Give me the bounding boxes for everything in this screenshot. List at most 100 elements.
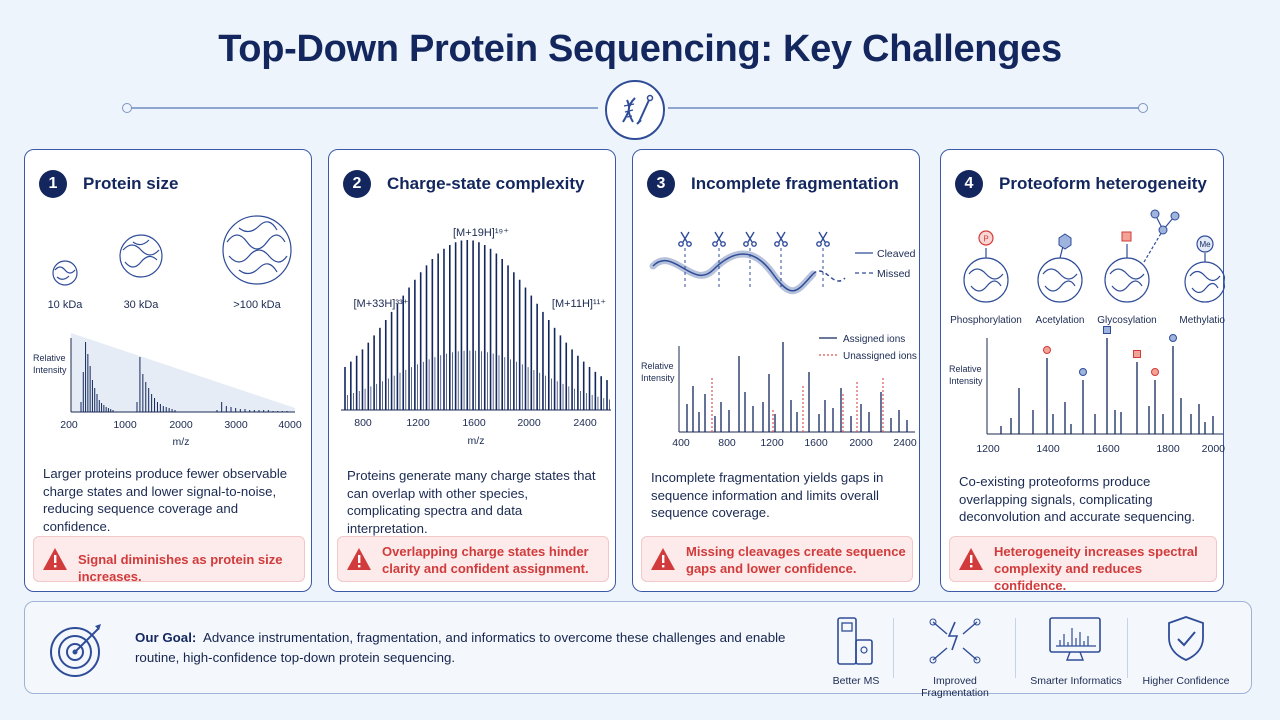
x-tick-labels: 400 800 1200 1600 2000 2400 — [672, 437, 917, 449]
warning-icon — [651, 548, 675, 570]
scissors-icon — [678, 231, 830, 247]
x-tick-label: 400 — [672, 437, 690, 449]
legend-unassigned: Unassigned ions — [843, 351, 917, 362]
x-tick-label: 1800 — [1156, 443, 1180, 455]
x-axis-label: m/z — [468, 435, 485, 447]
signal-decay-band — [71, 333, 295, 412]
x-tick-label: 1200 — [976, 443, 1000, 455]
goal-label: Our Goal: — [135, 630, 197, 645]
x-axis-label: m/z — [173, 436, 190, 448]
goal-banner: Our Goal: Advance instrumentation, fragm… — [24, 601, 1252, 699]
fragmentation-icon — [929, 618, 981, 664]
divider-right — [668, 107, 1140, 109]
glycosylation-marker — [1121, 231, 1132, 242]
y-axis-label: Relative — [641, 361, 674, 371]
feature-label: Smarter Informatics — [1030, 675, 1122, 687]
legend-cleaved: Cleaved — [877, 248, 916, 260]
card-number: 4 — [955, 170, 983, 198]
mod-label: Acetylation — [1036, 315, 1085, 326]
target-icon — [50, 624, 101, 677]
dna-emblem-icon — [605, 80, 665, 140]
fragment-spectrum-peaks — [686, 342, 908, 432]
protein-medium-icon — [119, 234, 163, 278]
methylation-badge — [1196, 235, 1214, 253]
card-protein-size: 1 Protein size 10 kDa 30 kDa >100 kDa Re… — [24, 149, 312, 592]
card-description: Larger proteins produce fewer observable… — [43, 466, 288, 534]
monitor-chart-icon — [1049, 617, 1101, 661]
fragmentation-figure: Cleaved Missed Assigned ions Unassigned … — [641, 231, 917, 449]
x-tick-label: 1600 — [804, 437, 828, 449]
warning-box: Missing cleavages create sequence gaps a… — [641, 536, 913, 582]
glycan-node — [1150, 209, 1160, 219]
modification-marker — [1103, 326, 1111, 334]
card-description: Co-existing proteoforms produce overlapp… — [959, 474, 1196, 524]
protein-methyl-icon — [1184, 253, 1225, 303]
goal-description: Advance instrumentation, fragmentation, … — [135, 630, 786, 665]
protein-acetyl-icon — [1037, 245, 1083, 303]
card-title: Charge-state complexity — [387, 174, 585, 193]
proteoform-figure: P Me Phosphorylation Acetylation Glycosy… — [949, 209, 1225, 455]
mod-label: Phosphorylation — [950, 315, 1022, 326]
modification-marker — [1133, 350, 1141, 358]
x-tick-label: 2000 — [517, 417, 541, 429]
charge-state-figure: [M+19H]¹⁹⁺ [M+33H]³³⁺ [M+11H]¹¹⁺ 800 120… — [341, 227, 611, 447]
feature-divider — [1015, 618, 1016, 678]
modification-marker — [1151, 368, 1159, 376]
page-title: Top-Down Protein Sequencing: Key Challen… — [218, 28, 1062, 70]
feature-improved-fragmentation: Improved Fragmentation — [899, 608, 1011, 699]
feature-label: Improved Fragmentation — [921, 675, 989, 699]
mod-label: Glycosylation — [1097, 315, 1156, 326]
card-number: 2 — [343, 170, 371, 198]
phosphorylation-badge — [978, 230, 994, 246]
warning-icon — [43, 548, 67, 570]
card-title: Incomplete fragmentation — [691, 174, 899, 193]
warning-text: Missing cleavages create sequence gaps a… — [686, 544, 906, 576]
warning-icon — [347, 548, 371, 570]
x-tick-label: 1400 — [1036, 443, 1060, 455]
x-tick-label: 800 — [354, 417, 372, 429]
proteoform-spectrum-peaks — [1000, 326, 1214, 434]
card-title: Proteoform heterogeneity — [999, 174, 1207, 193]
feature-divider — [893, 618, 894, 678]
x-tick-label: 2400 — [573, 417, 597, 429]
modification-marker — [1043, 346, 1051, 354]
warning-box: Heterogeneity increases spectral complex… — [949, 536, 1217, 593]
x-tick-labels: 1200 1400 1600 1800 2000 — [976, 443, 1225, 455]
x-tick-label: 4000 — [278, 419, 302, 431]
x-tick-label: 3000 — [224, 419, 248, 431]
card-description: Proteins generate many charge states tha… — [347, 468, 596, 536]
legend-assigned: Assigned ions — [843, 334, 905, 345]
mass-spectrometer-icon — [837, 617, 873, 665]
warning-text: Heterogeneity increases spectral complex… — [994, 544, 1198, 593]
modification-marker — [1169, 334, 1177, 342]
x-tick-label: 1600 — [462, 417, 486, 429]
feature-better-ms: Better MS — [801, 608, 911, 688]
protein-missed-region — [812, 270, 846, 282]
size-label: 10 kDa — [48, 299, 84, 311]
x-tick-label: 1600 — [1096, 443, 1120, 455]
charge-state-envelope — [344, 240, 610, 410]
y-axis-label: Intensity — [949, 376, 983, 386]
goal-text: Our Goal: Advance instrumentation, fragm… — [135, 628, 825, 668]
protein-phospho-icon — [963, 248, 1009, 303]
cleavage-lines — [684, 248, 824, 290]
peak-label-top: [M+19H]¹⁹⁺ — [453, 227, 509, 239]
card-number: 3 — [647, 170, 675, 198]
feature-label: Higher Confidence — [1142, 675, 1230, 687]
y-axis-label: Intensity — [641, 373, 675, 383]
glycan-node — [1158, 225, 1168, 235]
glycan-node — [1170, 211, 1180, 221]
warning-box: Signal diminishes as protein size increa… — [33, 536, 305, 584]
feature-higher-confidence: Higher Confidence — [1131, 608, 1241, 688]
x-tick-label: 1000 — [113, 419, 137, 431]
protein-backbone — [649, 250, 817, 295]
warning-text: Overlapping charge states hinder clarity… — [382, 544, 589, 576]
protein-large-icon — [222, 215, 292, 285]
peak-label-left: [M+33H]³³⁺ — [353, 298, 408, 310]
feature-smarter-informatics: Smarter Informatics — [1021, 608, 1131, 688]
card-proteoform-heterogeneity: 4 Proteoform heterogeneity P Me Phosph — [940, 149, 1225, 593]
x-tick-label: 800 — [718, 437, 736, 449]
protein-small-icon — [52, 260, 78, 286]
x-tick-label: 2000 — [169, 419, 193, 431]
acetylation-marker — [1058, 233, 1072, 250]
